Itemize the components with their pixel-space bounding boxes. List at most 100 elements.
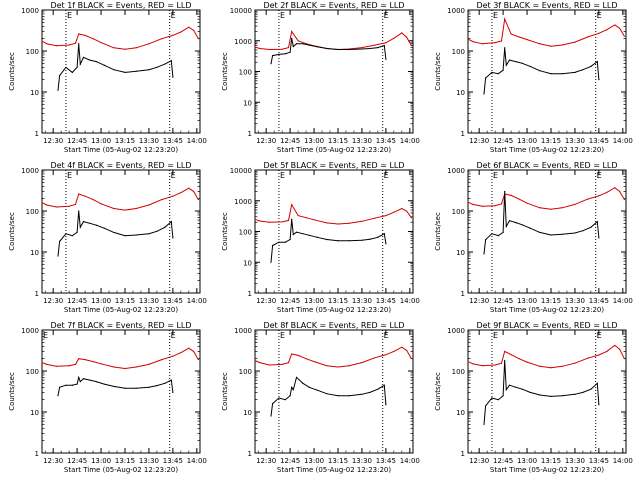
series-lld-point bbox=[374, 357, 376, 359]
series-events-point bbox=[383, 44, 385, 47]
panel-title: Det 1f BLACK = Events, RED = LLD bbox=[50, 1, 191, 10]
series-events-point bbox=[289, 395, 291, 397]
series-lld-point bbox=[193, 29, 195, 31]
series-lld-point bbox=[180, 192, 182, 194]
series-lld-point bbox=[606, 350, 608, 353]
y-tick-label: 10 bbox=[243, 259, 252, 267]
series-events-point bbox=[291, 37, 293, 39]
series-events-point bbox=[596, 61, 598, 63]
series-lld-point bbox=[180, 31, 182, 33]
series-lld-point bbox=[287, 362, 290, 364]
y-tick-label: 10 bbox=[243, 409, 252, 417]
series-lld-point bbox=[467, 201, 469, 203]
x-tick-label: 12:45 bbox=[67, 457, 87, 465]
plot-frame bbox=[254, 329, 414, 454]
series-lld-point bbox=[467, 38, 469, 40]
series-events-point bbox=[590, 226, 592, 228]
series-events-point bbox=[504, 47, 506, 49]
y-tick-label: 10 bbox=[456, 89, 465, 97]
series-events-point bbox=[103, 64, 105, 66]
series-events-point bbox=[529, 227, 531, 229]
series-lld-point bbox=[55, 45, 57, 47]
series-events-point bbox=[135, 234, 137, 236]
x-tick-label: 13:00 bbox=[517, 137, 537, 145]
series-lld-point bbox=[268, 364, 270, 366]
series-events-point bbox=[58, 75, 61, 77]
panel-title: Det 2f BLACK = Events, RED = LLD bbox=[263, 1, 404, 10]
series-events-point bbox=[295, 376, 298, 378]
series-events-point bbox=[539, 70, 541, 72]
series-lld-point bbox=[68, 205, 70, 207]
series-events-point bbox=[598, 237, 600, 239]
event-marker-label: E bbox=[280, 11, 285, 20]
series-events-point bbox=[561, 395, 563, 397]
series-events-point bbox=[574, 232, 576, 234]
series-lld-point bbox=[393, 37, 395, 39]
series-events-point bbox=[383, 384, 385, 386]
series-lld-point bbox=[188, 187, 190, 189]
series-events-point bbox=[529, 391, 531, 394]
series-lld-point bbox=[305, 358, 307, 360]
y-tick-label: 10 bbox=[30, 249, 39, 257]
x-tick-label: 12:30 bbox=[469, 297, 489, 305]
series-lld-point bbox=[494, 205, 496, 207]
x-tick-label: 13:45 bbox=[589, 457, 609, 465]
series-events-point bbox=[505, 389, 507, 391]
series-events-point bbox=[292, 389, 294, 391]
series-lld-point bbox=[100, 363, 102, 365]
series-events-point bbox=[270, 261, 272, 263]
series-lld-point bbox=[614, 24, 616, 26]
series-lld-point bbox=[78, 33, 80, 35]
series-events-point bbox=[170, 379, 172, 381]
x-tick-label: 13:45 bbox=[589, 297, 609, 305]
series-lld-point bbox=[313, 360, 315, 363]
y-axis-label: Counts/sec bbox=[8, 372, 16, 411]
series-events-point bbox=[596, 382, 598, 384]
x-tick-label: 12:45 bbox=[493, 297, 513, 305]
series-events-point bbox=[484, 405, 487, 407]
y-tick-label: 10 bbox=[243, 99, 252, 107]
series-events-point bbox=[491, 397, 493, 399]
series-lld-point bbox=[193, 350, 195, 353]
series-lld-point bbox=[361, 46, 363, 49]
series-lld-point bbox=[92, 198, 94, 201]
detector-panel-6: Det 6f BLACK = Events, RED = LLD 1 10 100 10… bbox=[434, 161, 633, 314]
series-lld-point bbox=[494, 364, 496, 366]
series-lld-point bbox=[55, 206, 57, 208]
series-events-point bbox=[491, 71, 493, 74]
y-axis-label: Counts/sec bbox=[8, 52, 16, 91]
series-events-point bbox=[508, 220, 511, 222]
series-events-point bbox=[170, 221, 172, 223]
series-lld-point bbox=[539, 207, 541, 209]
series-events-point bbox=[491, 233, 493, 235]
series-lld-point bbox=[410, 44, 413, 47]
series-lld-point bbox=[550, 45, 552, 47]
event-marker-label: E bbox=[171, 171, 176, 180]
panel-title: Det 3f BLACK = Events, RED = LLD bbox=[476, 1, 617, 10]
series-lld-point bbox=[526, 361, 528, 363]
x-tick-label: 12:45 bbox=[280, 457, 300, 465]
series-lld-point bbox=[287, 46, 290, 49]
series-lld-point bbox=[494, 42, 496, 44]
series-events-point bbox=[596, 221, 598, 223]
y-tick-label: 1 bbox=[461, 130, 465, 138]
x-tick-label: 12:30 bbox=[469, 457, 489, 465]
series-events-point bbox=[598, 404, 600, 406]
series-lld-point bbox=[481, 205, 483, 207]
series-lld-point bbox=[135, 207, 137, 210]
x-tick-label: 13:00 bbox=[91, 297, 111, 305]
series-lld-point bbox=[113, 366, 115, 368]
series-lld-point bbox=[46, 43, 48, 45]
event-marker-label: E bbox=[171, 11, 176, 20]
series-lld-point bbox=[619, 190, 621, 193]
series-events-point bbox=[521, 62, 523, 64]
event-marker-label: E bbox=[384, 171, 389, 180]
series-events-point bbox=[377, 46, 379, 49]
series-lld-point bbox=[135, 366, 137, 368]
series-lld-point bbox=[46, 363, 48, 365]
event-marker-label: E bbox=[280, 171, 285, 180]
series-lld-point bbox=[623, 35, 626, 37]
series-lld-point bbox=[393, 211, 395, 213]
y-tick-label: 10 bbox=[456, 249, 465, 257]
